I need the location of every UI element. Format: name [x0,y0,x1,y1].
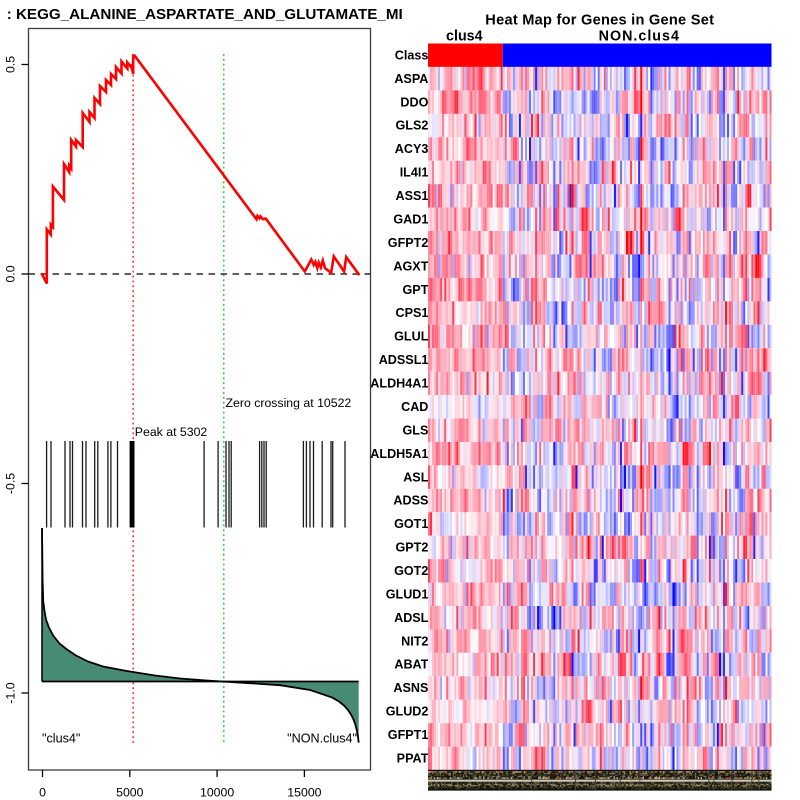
svg-text:GOT1: GOT1 [394,517,428,531]
svg-text:GLUD1: GLUD1 [386,587,429,601]
svg-text:GFPT2: GFPT2 [388,236,429,250]
svg-text:ADSL: ADSL [394,611,429,625]
svg-text:ALDH5A1: ALDH5A1 [370,447,428,461]
svg-text:NON.clus4: NON.clus4 [599,28,680,44]
svg-text:DDO: DDO [400,95,428,109]
svg-text:"NON.clus4": "NON.clus4" [287,732,357,746]
svg-text:-1.0: -1.0 [4,682,18,703]
svg-text:clus4: clus4 [446,28,483,44]
svg-text:PPAT: PPAT [397,752,429,766]
svg-text:-0.5: -0.5 [4,473,18,494]
svg-text:ADSS: ADSS [393,494,428,508]
svg-text:GPT: GPT [403,283,429,297]
svg-text:GPT2: GPT2 [395,541,428,555]
svg-text:GFPT1: GFPT1 [388,728,429,742]
svg-text:10000: 10000 [200,785,234,799]
svg-text:GLS2: GLS2 [395,119,428,133]
svg-text:Zero crossing at 10522: Zero crossing at 10522 [226,396,352,410]
svg-text:ABAT: ABAT [394,658,428,672]
svg-text:Heat Map for Genes in Gene Set: Heat Map for Genes in Gene Set [485,13,714,29]
svg-text:GLUD2: GLUD2 [386,705,429,719]
svg-text:5000: 5000 [116,785,144,799]
svg-text:CAD: CAD [401,400,428,414]
svg-text:0.5: 0.5 [4,56,18,73]
svg-text:ASS1: ASS1 [395,189,428,203]
svg-text:Class: Class [395,48,429,62]
svg-text:: KEGG_ALANINE_ASPARTATE_AND_G: : KEGG_ALANINE_ASPARTATE_AND_GLUTAMATE_M… [7,6,403,23]
svg-text:ASNS: ASNS [393,681,428,695]
svg-text:CPS1: CPS1 [395,306,428,320]
svg-text:ADSSL1: ADSSL1 [379,353,429,367]
svg-text:ALDH4A1: ALDH4A1 [370,377,428,391]
svg-text:ASL: ASL [403,470,428,484]
svg-text:0.0: 0.0 [4,265,18,282]
svg-text:GAD1: GAD1 [393,213,428,227]
svg-text:0: 0 [39,785,46,799]
svg-text:IL4I1: IL4I1 [400,166,429,180]
svg-text:"clus4": "clus4" [42,732,80,746]
svg-text:Peak at 5302: Peak at 5302 [135,425,208,439]
svg-text:ASPA: ASPA [394,72,428,86]
svg-text:GLS: GLS [403,423,429,437]
svg-text:ACY3: ACY3 [395,142,429,156]
svg-text:GOT2: GOT2 [394,564,428,578]
svg-text:15000: 15000 [287,785,321,799]
svg-text:NIT2: NIT2 [401,634,428,648]
svg-text:GLUL: GLUL [394,330,429,344]
svg-text:AGXT: AGXT [393,259,428,273]
